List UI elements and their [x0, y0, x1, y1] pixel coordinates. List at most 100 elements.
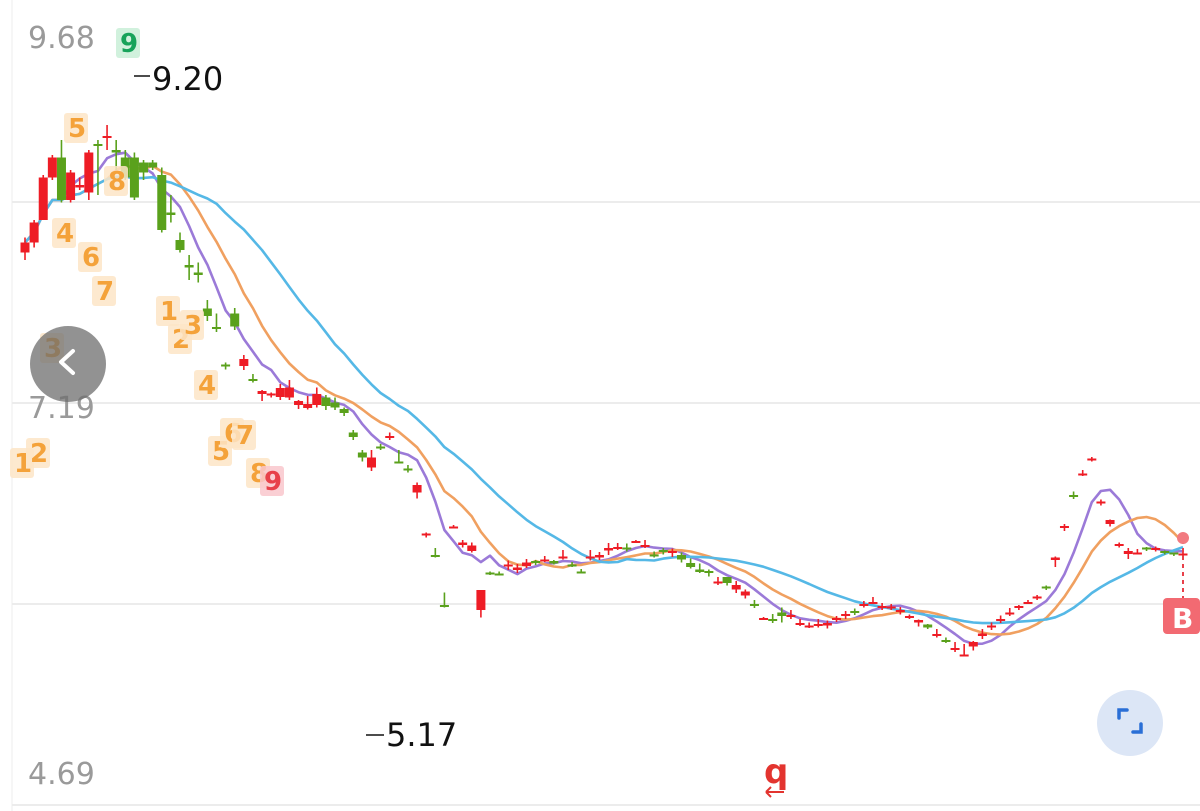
candle-body	[722, 577, 732, 583]
candle-body	[321, 397, 331, 406]
candle	[649, 551, 659, 558]
candle-body	[430, 555, 440, 557]
candle-body	[968, 642, 978, 647]
candle	[923, 624, 933, 629]
candle	[175, 232, 185, 253]
candle	[111, 140, 121, 170]
candle	[294, 400, 304, 409]
candle-body	[914, 620, 924, 623]
back-button[interactable]	[30, 326, 106, 402]
candle	[202, 300, 212, 321]
candle	[494, 571, 504, 576]
candle	[804, 622, 814, 628]
candle-body	[38, 177, 48, 220]
sequence-badge	[194, 370, 218, 400]
y-tick-top: 9.68	[28, 21, 95, 56]
candle	[421, 532, 431, 538]
candle	[1123, 548, 1133, 559]
candle	[20, 237, 30, 260]
candle	[777, 607, 787, 623]
candle-body	[102, 136, 112, 138]
candle	[66, 170, 76, 203]
candle-body	[904, 616, 914, 618]
sequence-number: 1	[160, 297, 178, 327]
candle	[412, 482, 422, 499]
candle	[640, 540, 650, 548]
y-tick-bottom: 4.69	[28, 757, 95, 792]
candle-body	[1078, 473, 1088, 476]
candle-body	[822, 623, 832, 626]
candle	[512, 564, 522, 573]
sequence-number: 4	[56, 219, 74, 249]
candle-body	[512, 567, 522, 570]
candle	[877, 603, 887, 610]
candle	[439, 592, 449, 608]
low-price-label: 5.17	[386, 716, 457, 754]
sequence-badge	[64, 113, 88, 143]
candle-body	[987, 625, 997, 628]
candle	[987, 622, 997, 630]
candle-body	[786, 615, 796, 617]
candle-body	[494, 573, 504, 576]
candle	[1069, 491, 1079, 499]
candle-body	[868, 602, 878, 604]
candle	[503, 560, 513, 570]
candle	[84, 150, 94, 200]
sequence-number: 7	[96, 277, 114, 307]
candle	[941, 637, 951, 643]
candle	[485, 571, 495, 575]
candle-body	[348, 432, 358, 437]
candle	[1105, 519, 1115, 527]
candle	[1014, 605, 1024, 610]
candle-body	[1050, 557, 1060, 560]
candle	[686, 558, 696, 569]
candle	[594, 552, 604, 560]
candle-body	[56, 157, 66, 200]
candle	[248, 374, 258, 383]
svg-text:B: B	[1172, 602, 1193, 635]
candle-body	[503, 564, 513, 567]
buy-marker: B	[1163, 532, 1200, 635]
sequence-number: 2	[30, 439, 48, 469]
candle-body	[841, 614, 851, 616]
candle	[722, 577, 732, 586]
candle	[531, 560, 541, 565]
candle	[658, 548, 668, 555]
candle-body	[148, 162, 158, 168]
candle-body	[439, 605, 449, 607]
candle	[449, 525, 459, 529]
candle	[266, 392, 276, 398]
candle-body	[1014, 606, 1024, 608]
candle-body	[777, 612, 787, 616]
candle-body	[1069, 495, 1079, 497]
candle	[1059, 524, 1069, 531]
candle-body	[66, 172, 76, 200]
sequence-number: 6	[82, 243, 100, 273]
candle-body	[412, 485, 422, 493]
candle	[321, 395, 331, 410]
candle	[713, 577, 723, 585]
candle-body	[266, 393, 276, 396]
candle-body	[284, 387, 294, 398]
candle-body	[485, 572, 495, 575]
candle	[303, 396, 313, 410]
candle-body	[211, 327, 221, 329]
watermark-icon: q	[764, 752, 788, 798]
candle-body	[813, 624, 823, 626]
fullscreen-button[interactable]	[1097, 690, 1163, 756]
candle-body	[540, 559, 550, 562]
candle	[275, 384, 285, 400]
candle	[1151, 546, 1161, 552]
candle-body	[248, 379, 258, 381]
candle	[959, 644, 969, 657]
candle	[996, 615, 1006, 623]
candles	[20, 125, 1188, 657]
candle	[56, 140, 66, 203]
candle-body	[129, 157, 139, 198]
candle-body	[594, 555, 604, 558]
candle	[467, 542, 477, 553]
candle	[585, 550, 595, 561]
candle	[394, 450, 404, 464]
candle	[230, 308, 240, 330]
candle-body	[230, 313, 240, 327]
